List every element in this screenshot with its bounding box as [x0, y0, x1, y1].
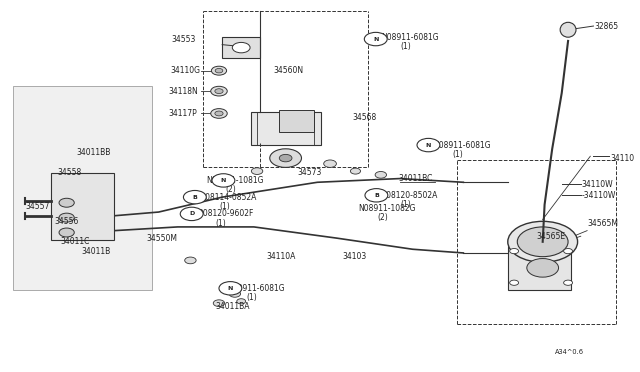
FancyBboxPatch shape [279, 110, 314, 132]
Circle shape [417, 138, 440, 152]
Circle shape [509, 280, 518, 285]
Circle shape [212, 174, 235, 187]
Circle shape [508, 221, 577, 262]
Ellipse shape [560, 22, 576, 37]
Circle shape [213, 300, 225, 307]
Text: B08114-0852A: B08114-0852A [200, 193, 256, 202]
Text: N: N [228, 286, 233, 291]
Text: -34110W: -34110W [581, 191, 616, 200]
Circle shape [215, 89, 223, 94]
Text: B: B [193, 195, 197, 200]
Text: (1): (1) [246, 293, 257, 302]
Text: B: B [374, 193, 379, 198]
Circle shape [564, 280, 573, 285]
Circle shape [59, 198, 74, 207]
Circle shape [350, 168, 360, 174]
FancyBboxPatch shape [13, 86, 152, 290]
Circle shape [184, 190, 206, 204]
Circle shape [59, 213, 74, 222]
Text: 34565M: 34565M [587, 219, 618, 228]
Circle shape [509, 248, 518, 254]
Text: 34573: 34573 [297, 169, 321, 177]
Text: 34117P: 34117P [169, 109, 198, 118]
Text: 34110A: 34110A [267, 252, 296, 261]
Text: N08911-1081G: N08911-1081G [206, 176, 264, 185]
FancyBboxPatch shape [508, 246, 572, 290]
Circle shape [229, 291, 241, 297]
Text: 34011BB: 34011BB [76, 148, 111, 157]
Circle shape [364, 32, 387, 46]
Text: (1): (1) [400, 200, 411, 209]
Circle shape [269, 149, 301, 167]
Text: A34^0.6: A34^0.6 [556, 349, 584, 355]
Text: 34553: 34553 [172, 35, 196, 44]
Text: 34118N: 34118N [169, 87, 198, 96]
Circle shape [185, 257, 196, 264]
Circle shape [517, 227, 568, 257]
Text: N08911-6081G: N08911-6081G [227, 284, 285, 293]
Text: N: N [373, 36, 378, 42]
Text: N08911-6081G: N08911-6081G [381, 33, 438, 42]
Text: 34558: 34558 [57, 169, 81, 177]
FancyBboxPatch shape [51, 173, 115, 240]
Text: (1): (1) [216, 219, 227, 228]
Text: 34110G: 34110G [170, 66, 200, 75]
Circle shape [564, 248, 573, 254]
Circle shape [215, 111, 223, 116]
Text: 34557: 34557 [26, 202, 50, 211]
Text: (2): (2) [225, 185, 236, 194]
Circle shape [237, 299, 246, 304]
Circle shape [365, 189, 388, 202]
Text: (2): (2) [378, 213, 388, 222]
Text: 34568: 34568 [352, 113, 376, 122]
Text: B08120-8502A: B08120-8502A [381, 191, 437, 200]
Circle shape [324, 160, 337, 167]
Text: 32865: 32865 [594, 22, 618, 31]
Text: 34011B: 34011B [81, 247, 111, 256]
Circle shape [211, 109, 227, 118]
FancyBboxPatch shape [251, 112, 321, 145]
Circle shape [375, 171, 387, 178]
Circle shape [211, 86, 227, 96]
Circle shape [211, 66, 227, 75]
Text: 34560N: 34560N [273, 66, 303, 75]
Text: N08911-1082G: N08911-1082G [358, 204, 416, 213]
Text: N: N [221, 178, 226, 183]
Text: 34110W: 34110W [581, 180, 613, 189]
FancyBboxPatch shape [222, 37, 260, 58]
Text: 34550M: 34550M [146, 234, 177, 243]
Text: 34011BA: 34011BA [216, 302, 250, 311]
Text: 34011BC: 34011BC [399, 174, 433, 183]
Text: 34110: 34110 [611, 154, 635, 163]
Circle shape [59, 228, 74, 237]
Text: D: D [189, 211, 195, 217]
Circle shape [232, 42, 250, 53]
Text: (1): (1) [219, 202, 230, 211]
Circle shape [180, 207, 203, 221]
Text: 34556: 34556 [54, 217, 78, 226]
Text: D08120-9602F: D08120-9602F [196, 209, 253, 218]
Circle shape [279, 154, 292, 162]
Text: (1): (1) [452, 150, 463, 159]
Text: 34103: 34103 [343, 252, 367, 261]
Text: N08911-6081G: N08911-6081G [433, 141, 491, 150]
Circle shape [215, 68, 223, 73]
Text: (1): (1) [400, 42, 411, 51]
Circle shape [527, 259, 559, 277]
Text: 34011C: 34011C [60, 237, 90, 246]
Text: 34565E: 34565E [536, 232, 566, 241]
Circle shape [219, 282, 242, 295]
Circle shape [252, 168, 263, 174]
Text: N: N [426, 142, 431, 148]
